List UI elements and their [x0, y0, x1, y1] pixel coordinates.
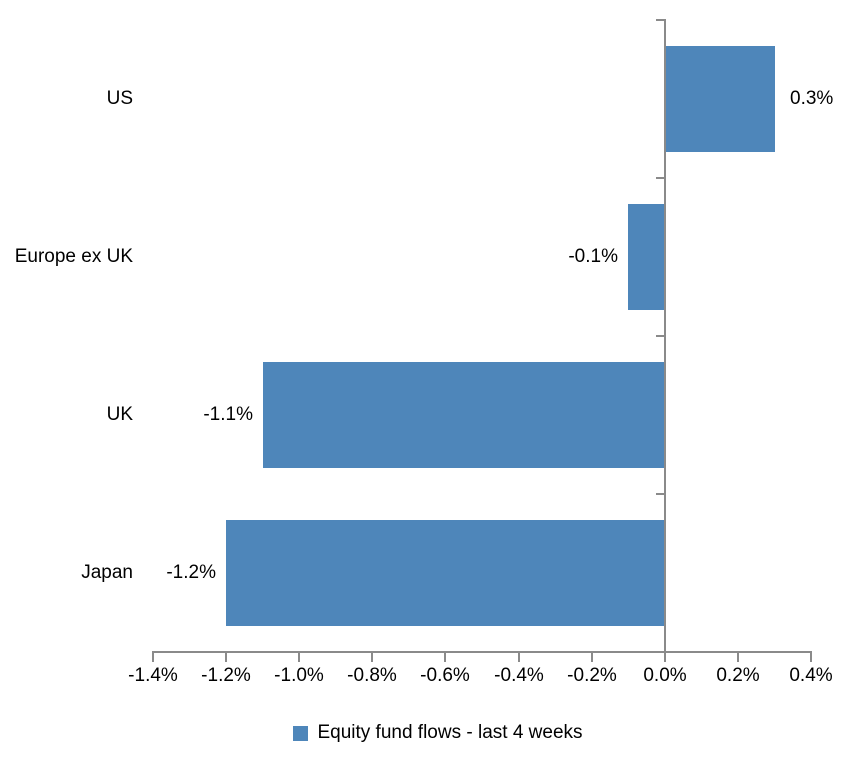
- x-axis-line: [152, 651, 812, 653]
- y-axis-category-tick-1: [656, 177, 666, 179]
- x-tick-label-0: -1.4%: [128, 665, 178, 686]
- x-tick-4: [444, 651, 446, 662]
- x-tick-label-1: -1.2%: [201, 665, 251, 686]
- value-label-us: 0.3%: [790, 88, 834, 109]
- legend-label: Equity fund flows - last 4 weeks: [317, 722, 583, 743]
- x-tick-5: [518, 651, 520, 662]
- bar-us: [665, 46, 775, 152]
- x-tick-label-3: -0.8%: [347, 665, 397, 686]
- category-label-us: US: [106, 88, 133, 109]
- x-tick-label-7: 0.0%: [643, 665, 687, 686]
- category-label-uk: UK: [106, 404, 133, 425]
- y-axis-category-tick-0: [656, 19, 666, 21]
- y-axis-category-tick-2: [656, 335, 666, 337]
- category-label-japan: Japan: [81, 562, 133, 583]
- y-axis-category-tick-3: [656, 493, 666, 495]
- legend: Equity fund flows - last 4 weeks: [24, 722, 852, 744]
- x-tick-label-8: 0.2%: [716, 665, 760, 686]
- x-tick-label-2: -1.0%: [274, 665, 324, 686]
- x-tick-2: [298, 651, 300, 662]
- x-tick-9: [810, 651, 812, 662]
- x-tick-label-6: -0.2%: [567, 665, 617, 686]
- value-label-japan: -1.2%: [166, 562, 216, 583]
- x-tick-8: [737, 651, 739, 662]
- x-tick-0: [152, 651, 154, 662]
- x-tick-label-9: 0.4%: [789, 665, 833, 686]
- legend-swatch-icon: [293, 725, 309, 741]
- x-tick-label-4: -0.6%: [420, 665, 470, 686]
- bar-japan: [226, 520, 665, 626]
- category-label-europe-ex-uk: Europe ex UK: [14, 246, 133, 267]
- bar-europe-ex-uk: [628, 204, 665, 310]
- value-label-europe-ex-uk: -0.1%: [568, 246, 618, 267]
- x-tick-3: [371, 651, 373, 662]
- x-tick-7: [664, 651, 666, 662]
- value-label-uk: -1.1%: [203, 404, 253, 425]
- bar-uk: [263, 362, 665, 468]
- x-tick-1: [225, 651, 227, 662]
- x-tick-label-5: -0.4%: [494, 665, 544, 686]
- x-tick-6: [591, 651, 593, 662]
